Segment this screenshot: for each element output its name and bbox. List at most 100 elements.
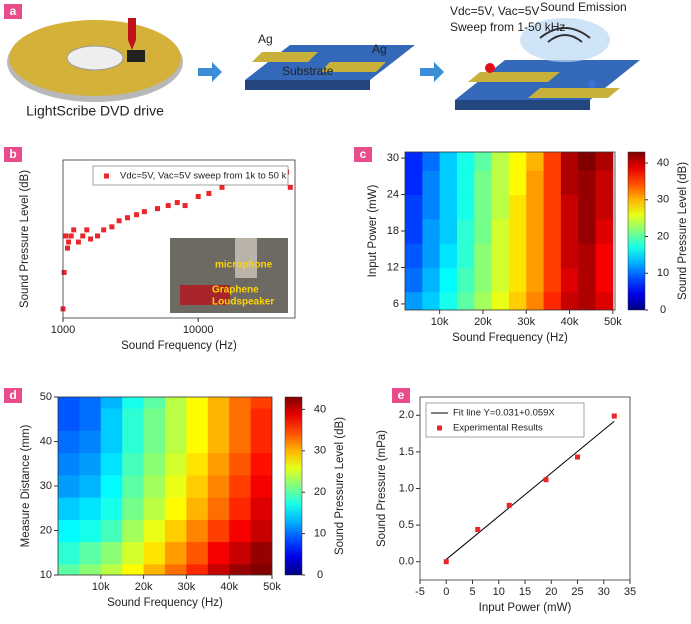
cell: [405, 152, 423, 171]
cell: [595, 218, 614, 244]
cell: [186, 397, 209, 409]
electrode: [320, 62, 386, 72]
cell: [508, 194, 527, 220]
cell: [165, 430, 187, 454]
point: [141, 209, 147, 215]
cell: [122, 408, 145, 431]
cell: [58, 563, 80, 575]
point: [206, 190, 212, 196]
x-tick-label: -5: [415, 586, 425, 598]
point: [506, 502, 512, 508]
x-tick-label: 30k: [517, 316, 535, 328]
cell: [560, 194, 579, 220]
cell: [560, 218, 579, 244]
cell: [578, 170, 597, 196]
legend-label: Experimental Results: [453, 423, 543, 434]
point: [125, 215, 131, 221]
annotation: Loudspeaker: [212, 297, 274, 308]
cell: [143, 474, 166, 498]
cell: [474, 194, 493, 220]
cell: [207, 452, 230, 476]
cell: [456, 243, 475, 268]
point: [63, 233, 69, 239]
point: [101, 227, 107, 233]
cell: [578, 243, 597, 268]
colorbar-tick-label: 30: [657, 194, 669, 206]
x-tick-label: 0: [443, 586, 449, 598]
y-tick-label: 1.0: [399, 482, 414, 494]
cell: [422, 267, 441, 293]
cell: [207, 563, 230, 575]
cell: [229, 563, 252, 575]
y-tick-label: 10: [40, 569, 52, 581]
legend-label: Fit line Y=0.031+0.059X: [453, 408, 555, 419]
label: Ag: [372, 42, 387, 56]
colorbar-tick-label: 20: [314, 486, 326, 498]
panel-label: b: [9, 147, 16, 161]
y-tick-label: 6: [393, 298, 399, 310]
colorbar-tick-label: 40: [657, 157, 669, 169]
point: [75, 239, 81, 245]
inset-detail: [180, 285, 230, 305]
cell: [560, 267, 579, 293]
cell: [79, 519, 102, 543]
x-tick-label: 20k: [135, 581, 153, 593]
cell: [250, 397, 272, 409]
panel-label-box: [4, 388, 22, 403]
cell: [526, 194, 545, 220]
cell: [526, 218, 545, 244]
point: [543, 477, 549, 483]
point: [84, 227, 90, 233]
cell: [122, 541, 145, 565]
cell: [439, 170, 458, 196]
heatmap: [405, 152, 614, 310]
cell: [79, 430, 102, 454]
cell: [122, 519, 145, 543]
cell: [79, 474, 102, 498]
electrode: [252, 52, 318, 62]
y-tick-label: 1.5: [399, 446, 414, 458]
point: [475, 526, 481, 532]
fit-line: [445, 420, 615, 560]
cell: [405, 267, 423, 293]
point: [71, 227, 77, 233]
cell: [229, 408, 252, 431]
y-tick-label: 24: [387, 188, 399, 200]
cell: [100, 519, 123, 543]
point: [109, 224, 115, 230]
cell: [250, 497, 272, 520]
cell: [456, 267, 475, 293]
y-tick-label: 12: [387, 261, 399, 273]
sound-waves: [539, 27, 591, 43]
cell: [439, 291, 458, 310]
cell: [207, 430, 230, 454]
cell: [207, 497, 230, 520]
cell: [100, 474, 123, 498]
panel-label-box: [4, 147, 22, 162]
x-tick-label: 50k: [263, 581, 281, 593]
x-tick-label: 30k: [178, 581, 196, 593]
cell: [122, 430, 145, 454]
cell: [165, 541, 187, 565]
label: Substrate: [282, 64, 334, 78]
cell: [143, 430, 166, 454]
disc-hole: [66, 45, 124, 71]
point: [66, 239, 72, 245]
y-axis-label: Measure Distance (mm): [20, 424, 32, 547]
y-tick-label: 0.5: [399, 519, 414, 531]
cell: [526, 170, 545, 196]
x-tick-label: 10k: [92, 581, 110, 593]
cell: [543, 243, 562, 268]
cell: [474, 218, 493, 244]
cell: [405, 291, 423, 310]
point: [287, 184, 293, 190]
contact: [588, 80, 596, 88]
cell: [58, 430, 80, 454]
cell: [100, 452, 123, 476]
cell: [560, 291, 579, 310]
y-tick-label: 18: [387, 225, 399, 237]
label: Sweep from 1-50 kHz: [450, 20, 565, 34]
cell: [165, 397, 187, 409]
cell: [186, 452, 209, 476]
cell: [508, 152, 527, 171]
